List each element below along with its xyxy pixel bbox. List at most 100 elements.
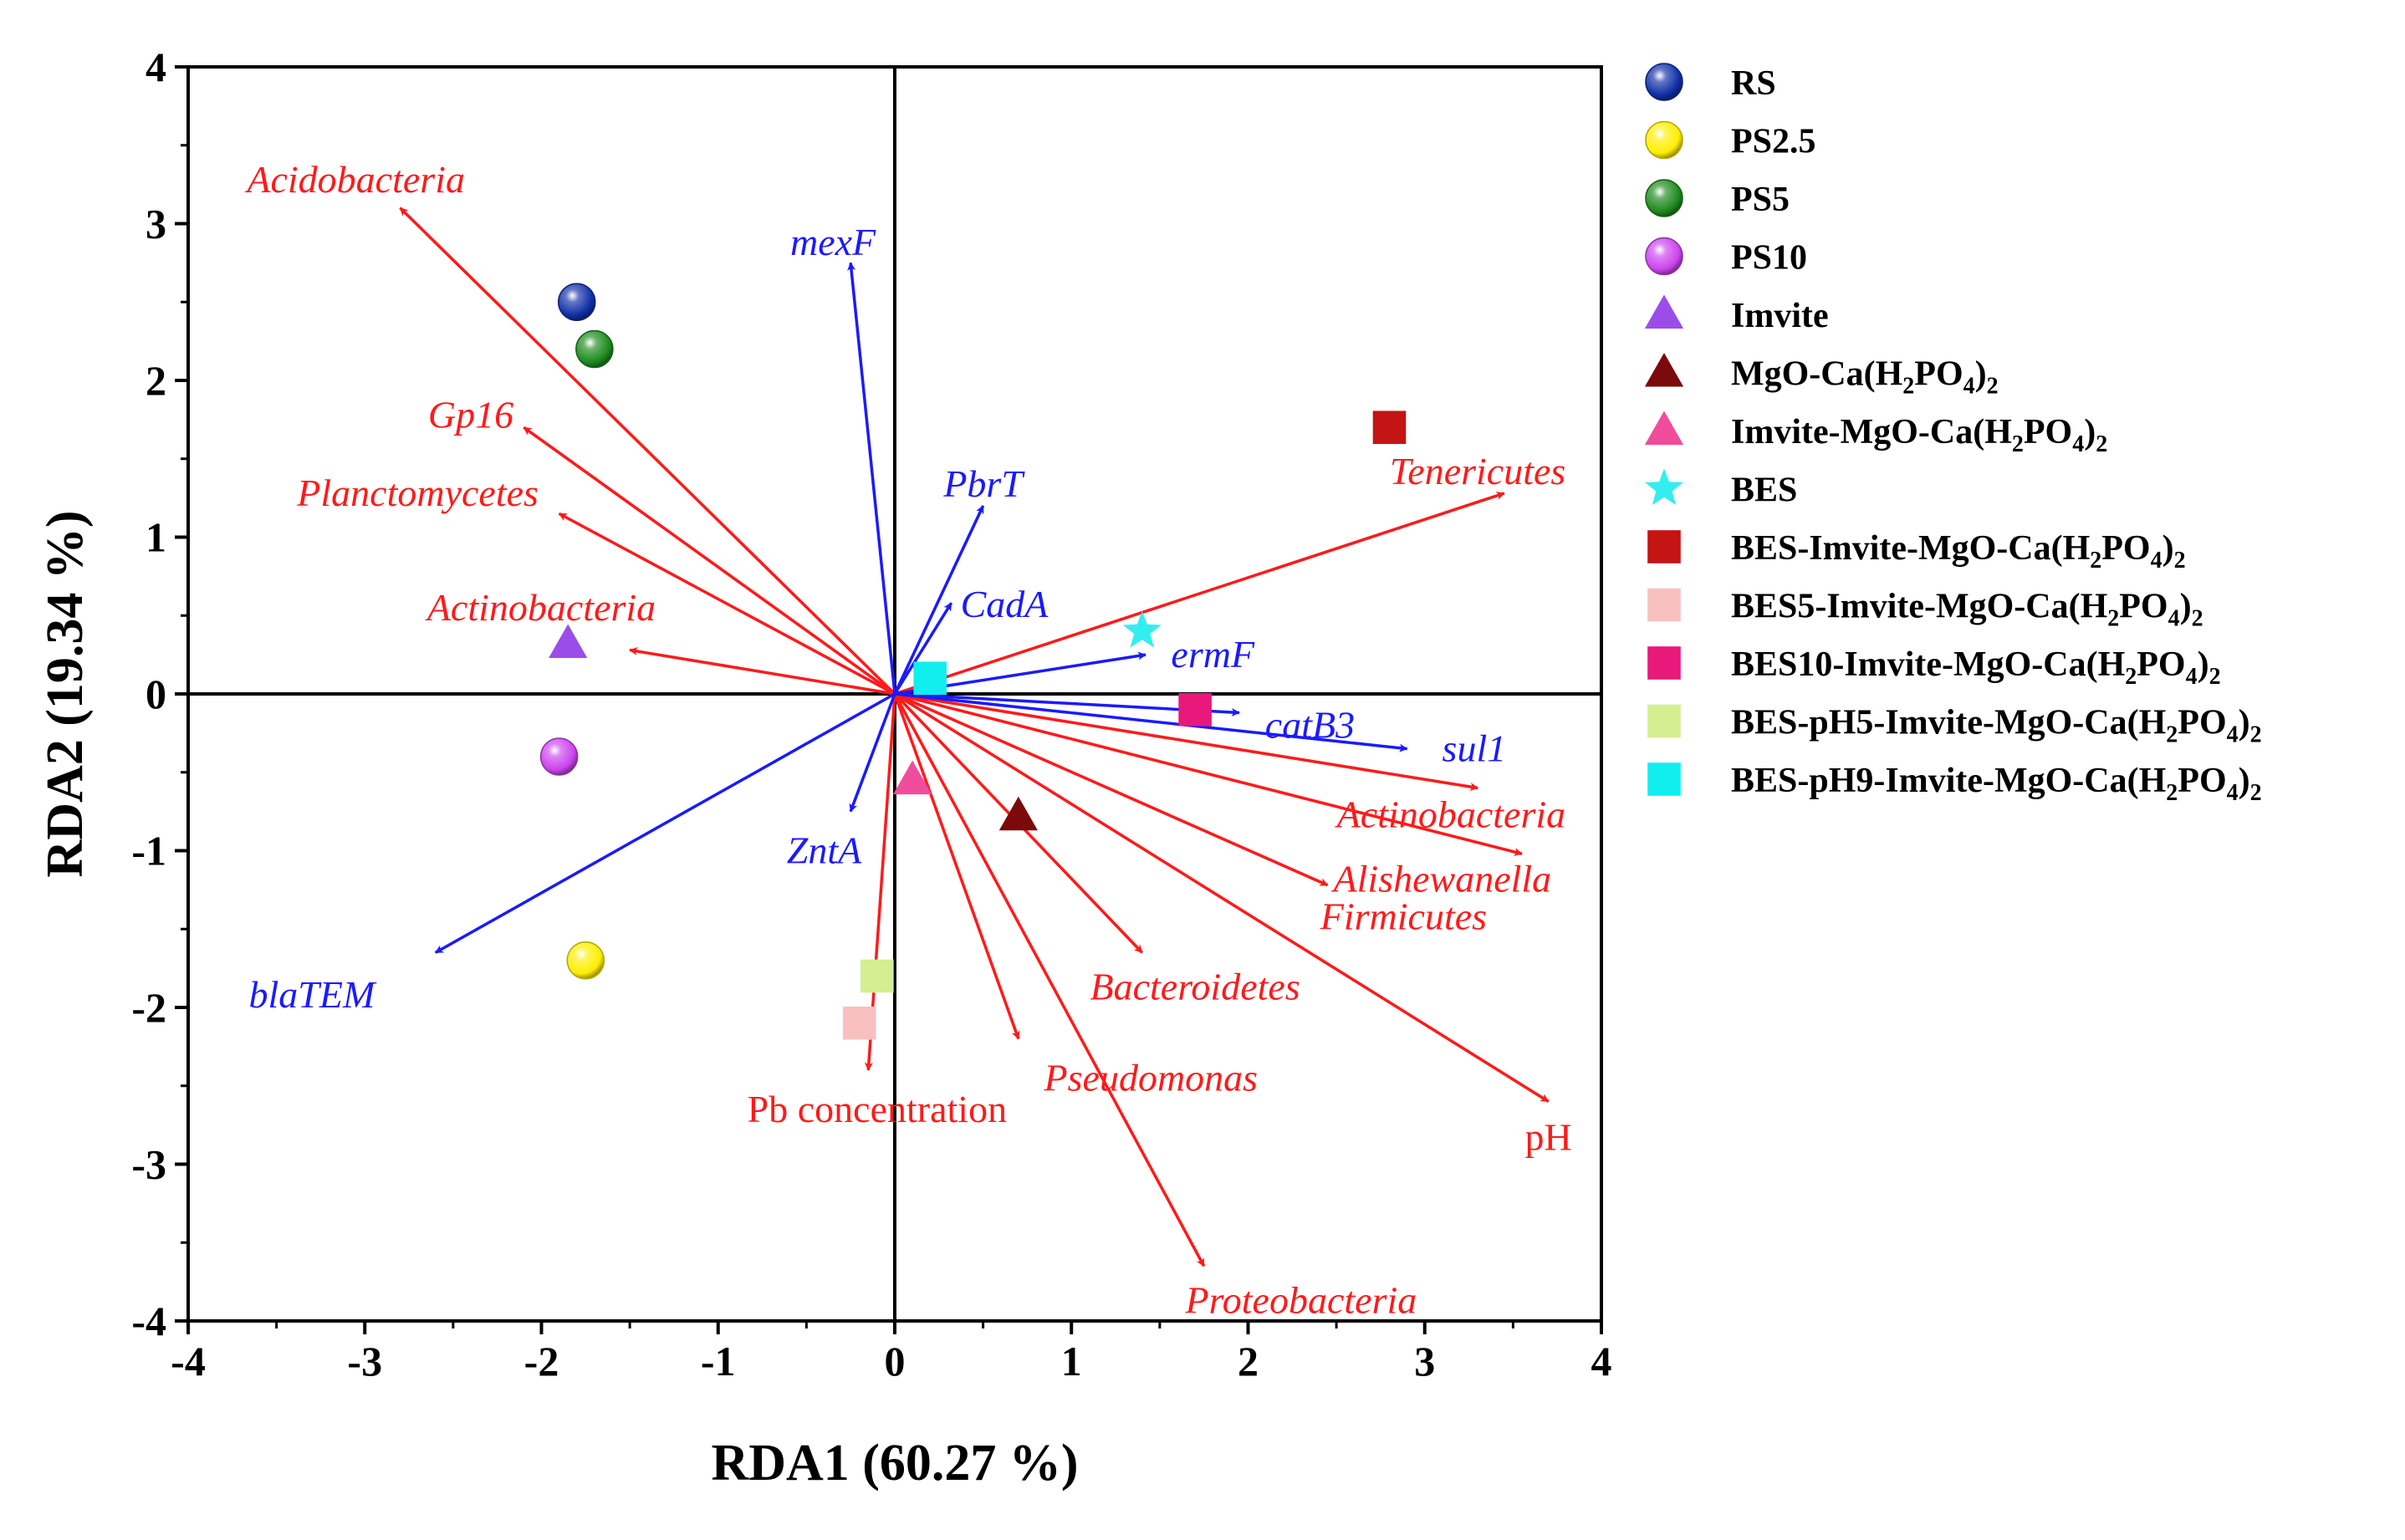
legend-marker: [1644, 410, 1684, 446]
env-vector-label: Pb concentration: [748, 1088, 1007, 1130]
points-layer: [539, 283, 1407, 1040]
axes-layer: -4 -3 -2 -1 0 1 2 3 4 -4 -3 -2 -1 0 1 2 3 4: [131, 43, 1611, 1384]
arg-vector-label: ermF: [1171, 633, 1255, 676]
env-vector-label: Pseudomonas: [1044, 1056, 1259, 1099]
legend-label: BES-pH9-Imvite-MgO-Ca(H2PO4)2: [1731, 762, 2262, 806]
env-vector-arrow: [399, 207, 896, 696]
legend-marker: [1644, 294, 1684, 329]
legend-label: PS2.5: [1731, 123, 1816, 161]
arg-vector-label: sul1: [1442, 727, 1507, 770]
arg-vector-arrow: [893, 602, 953, 695]
y-tick-label: 3: [146, 201, 166, 247]
legend-label: PS10: [1731, 239, 1807, 278]
sample-point-ps5: [575, 329, 614, 369]
y-tick-label: 2: [146, 357, 166, 404]
env-vector-label: Tenericutes: [1390, 450, 1565, 492]
env-vector-label: Bacteroidetes: [1090, 966, 1300, 1008]
y-tick-label: -4: [131, 1298, 166, 1344]
arg-vector-label: mexF: [790, 221, 876, 263]
sample-point-ps2-5: [566, 941, 605, 980]
legend-label: Imvite-MgO-Ca(H2PO4)2: [1731, 413, 2107, 457]
legend-label: MgO-Ca(H2PO4)2: [1731, 355, 1999, 400]
env-vector-arrow: [894, 692, 1550, 1103]
legend-marker: [1645, 237, 1683, 276]
env-vector-label: Firmicutes: [1320, 895, 1487, 937]
env-vector-arrow: [893, 693, 1020, 1040]
env-vector-label: Proteobacteria: [1184, 1279, 1417, 1322]
arg-vector-arrow: [434, 692, 896, 954]
y-tick-label: 1: [146, 514, 166, 561]
arg-vector-arrow: [849, 693, 896, 813]
env-vector-label: pH: [1525, 1116, 1572, 1159]
arg-vector-label: PbrT: [942, 462, 1025, 505]
sample-point-bes10-imvite-mgo-ca-h: [1178, 692, 1212, 727]
sample-point-imvite-mgo-ca-h: [893, 760, 932, 795]
legend-label: Imvite: [1731, 297, 1829, 335]
arg-vector-label: CadA: [961, 583, 1049, 625]
x-tick-label: -2: [524, 1338, 559, 1384]
env-vector-label: Alishewanella: [1331, 857, 1552, 900]
x-tick-label: 2: [1238, 1338, 1259, 1384]
env-vector-label: Gp16: [428, 393, 513, 436]
env-vector-label: Planctomycetes: [296, 472, 539, 514]
env-vector-arrow: [894, 692, 1523, 856]
legend-label: RS: [1731, 64, 1776, 103]
sample-point-bes: [1122, 610, 1162, 648]
legend-marker: [1647, 588, 1681, 622]
legend-marker: [1647, 646, 1681, 680]
x-tick-label: 4: [1591, 1338, 1612, 1384]
x-tick-label: 1: [1061, 1338, 1082, 1384]
sample-point-rs: [558, 283, 596, 321]
arg-vector-arrow: [894, 692, 1408, 752]
vectors-layer: Acidobacteria Gp16 Planctomycetes Actinobac…: [244, 158, 1571, 1322]
env-vector-label: Actinobacteria: [425, 586, 656, 629]
y-tick-label: 0: [146, 671, 166, 717]
env-vector-arrow: [894, 692, 1479, 792]
y-tick-label: 4: [146, 43, 166, 90]
env-vector-arrow: [629, 647, 896, 696]
legend-marker: [1644, 353, 1684, 387]
sample-point-bes-ph9-imvite-mgo-ca-h: [913, 661, 947, 696]
legend-label: BES-Imvite-MgO-Ca(H2PO4)2: [1731, 529, 2186, 574]
env-vector-arrow: [893, 693, 1206, 1267]
y-tick-label: -1: [131, 828, 166, 875]
env-vector-arrow: [558, 512, 896, 696]
legend-marker: [1647, 762, 1681, 796]
legend-label: BES-pH5-Imvite-MgO-Ca(H2PO4)2: [1731, 704, 2262, 748]
legend: RS PS2.5 PS5 PS10 Imvite MgO-Ca(H2PO4)2 Imvite…: [1644, 63, 2262, 806]
arg-vector-label: ZntA: [787, 829, 862, 872]
env-vector-arrow: [894, 692, 1329, 887]
arg-vector-arrow: [847, 262, 896, 695]
arg-vector-arrow: [893, 505, 985, 695]
x-axis-title: RDA1 (60.27 %): [711, 1435, 1078, 1492]
legend-marker: [1645, 179, 1683, 217]
sample-point-bes-imvite-mgo-ca-h: [1372, 410, 1407, 445]
sample-point-imvite: [549, 624, 588, 659]
legend-label: BES: [1731, 472, 1797, 510]
legend-marker: [1645, 63, 1683, 101]
legend-label: BES10-Imvite-MgO-Ca(H2PO4)2: [1731, 645, 2221, 690]
x-tick-label: -3: [347, 1338, 382, 1384]
legend-label: PS5: [1731, 181, 1790, 219]
legend-marker: [1647, 704, 1681, 738]
sample-point-bes5-imvite-mgo-ca-h: [842, 1006, 876, 1040]
x-tick-label: -1: [701, 1338, 736, 1384]
legend-marker: [1645, 120, 1683, 160]
legend-marker: [1647, 530, 1681, 563]
y-tick-label: -3: [131, 1141, 166, 1188]
x-tick-label: 3: [1414, 1338, 1435, 1384]
y-tick-label: -2: [131, 984, 166, 1031]
env-vector-label: Acidobacteria: [244, 158, 465, 201]
y-axis-title: RDA2 (19.34 %): [37, 510, 94, 877]
env-vector-arrow: [523, 426, 896, 696]
x-tick-label: 0: [885, 1338, 906, 1384]
sample-point-bes-ph5-imvite-mgo-ca-h: [860, 959, 894, 993]
env-vector-label: Actinobacteria: [1335, 793, 1565, 835]
x-tick-label: -4: [171, 1338, 206, 1384]
legend-label: BES5-Imvite-MgO-Ca(H2PO4)2: [1731, 588, 2203, 632]
sample-point-ps10: [539, 737, 579, 776]
arg-vector-label: blaTEM: [248, 973, 376, 1016]
sample-point-mgo-ca-h: [998, 796, 1038, 831]
